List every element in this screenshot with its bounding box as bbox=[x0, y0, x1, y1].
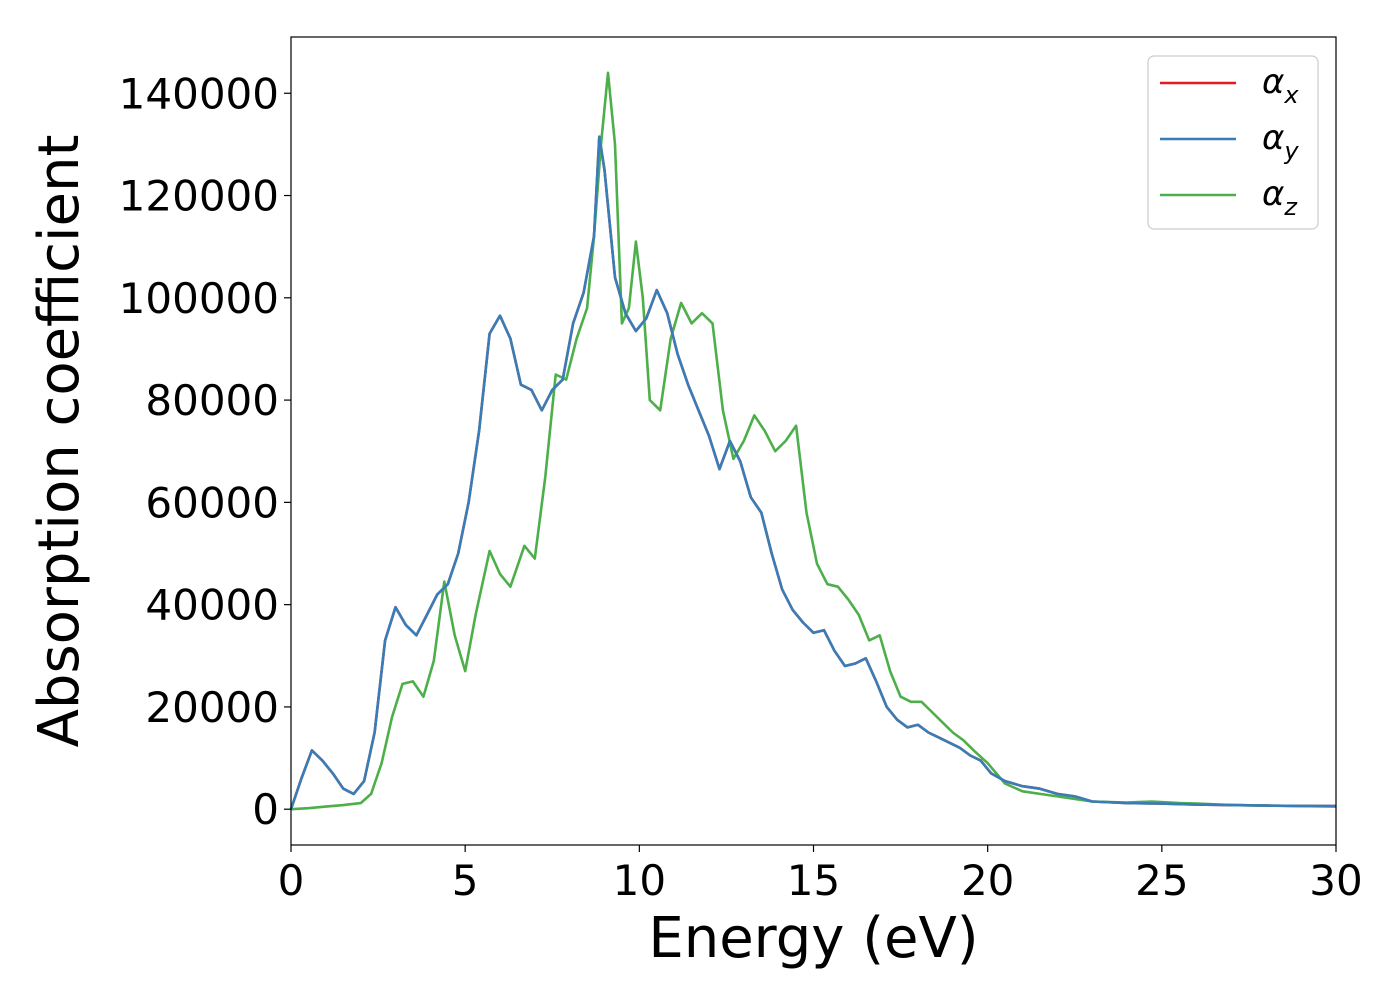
series-line-y bbox=[289, 135, 1337, 810]
y-axis-title: Absorption coefficient bbox=[27, 135, 92, 748]
x-tick-label: 15 bbox=[787, 856, 840, 905]
legend-subscript: y bbox=[1283, 137, 1299, 165]
legend-subscript: z bbox=[1283, 193, 1298, 221]
x-axis-ticks: 0 5 10 15 20 25 30 bbox=[278, 845, 1363, 905]
legend-symbol: α bbox=[1262, 174, 1284, 214]
y-tick-label: 0 bbox=[252, 785, 279, 834]
y-axis-ticks: 0 20000 40000 60000 80000 100000 120000 140000 bbox=[119, 69, 291, 834]
y-tick-label: 120000 bbox=[119, 172, 279, 221]
legend-symbol: α bbox=[1262, 62, 1284, 102]
series-layer bbox=[289, 71, 1337, 811]
y-tick-label: 40000 bbox=[145, 581, 279, 630]
legend-symbol: α bbox=[1262, 118, 1284, 158]
legend-subscript: x bbox=[1283, 81, 1299, 109]
y-tick-label: 20000 bbox=[145, 683, 279, 732]
x-tick-label: 20 bbox=[961, 856, 1014, 905]
x-tick-label: 30 bbox=[1309, 856, 1362, 905]
x-tick-label: 10 bbox=[613, 856, 666, 905]
legend-label-y: αy bbox=[1262, 118, 1299, 165]
x-tick-label: 0 bbox=[278, 856, 305, 905]
y-tick-label: 100000 bbox=[119, 274, 279, 323]
legend-label-z: αz bbox=[1262, 174, 1298, 221]
x-axis-title: Energy (eV) bbox=[648, 906, 978, 971]
y-tick-label: 60000 bbox=[145, 478, 279, 527]
legend-label-x: αx bbox=[1262, 62, 1299, 109]
y-tick-label: 80000 bbox=[145, 376, 279, 425]
x-tick-label: 25 bbox=[1135, 856, 1188, 905]
x-tick-label: 5 bbox=[452, 856, 479, 905]
legend-box bbox=[1147, 55, 1319, 230]
y-tick-label: 140000 bbox=[119, 69, 279, 118]
